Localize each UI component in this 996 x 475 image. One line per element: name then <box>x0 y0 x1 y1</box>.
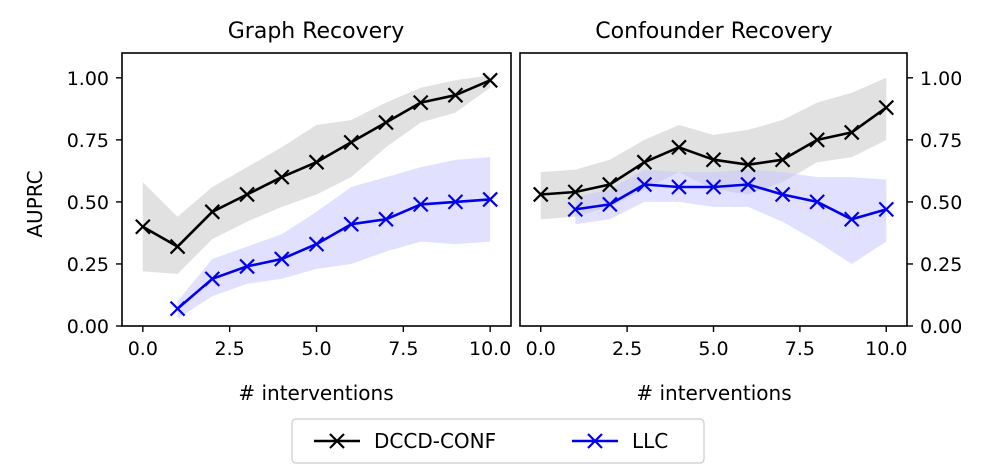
x-tick-label: 0.0 <box>526 338 556 360</box>
point-llc <box>878 201 895 218</box>
y-axis-label: AUPRC <box>23 170 47 237</box>
point-dccd-conf <box>169 238 186 255</box>
plot-area-confounder-recovery: 0.0 2.5 5.0 7.5 10.0 0.00 0.25 0.50 0.75 1.00 <box>519 52 962 360</box>
x-axis-label: # interventions <box>636 381 791 405</box>
panel-title: Confounder Recovery <box>595 19 832 44</box>
y-tick-label: 0.50 <box>920 192 962 214</box>
band-dccd-conf <box>142 75 491 274</box>
point-llc <box>809 194 825 210</box>
legend: DCCD-CONF LLC <box>291 418 705 464</box>
point-dccd-conf <box>378 114 394 131</box>
point-dccd-conf <box>843 124 860 141</box>
x-tick-label: 2.5 <box>612 338 642 360</box>
panel-title: Graph Recovery <box>228 19 404 44</box>
y-tick-label: 0.75 <box>67 130 109 152</box>
legend-items <box>314 433 618 449</box>
point-llc <box>602 196 618 213</box>
plot-area-graph-recovery: 0.0 2.5 5.0 7.5 10.0 0.00 0.25 0.50 0.75 1.00 <box>67 52 512 360</box>
x-tick-label: 10.0 <box>865 338 907 360</box>
point-llc <box>482 191 498 208</box>
x-axis-label: # interventions <box>238 381 393 405</box>
x-tick-label: 7.5 <box>388 338 418 360</box>
point-llc <box>636 176 653 193</box>
y-tick-label: 1.00 <box>920 68 962 90</box>
point-dccd-conf <box>447 87 464 103</box>
y-tick-label: 1.00 <box>67 68 109 90</box>
line-llc <box>575 183 887 221</box>
point-dccd-conf <box>412 94 429 111</box>
legend-label-dccd-conf: DCCD-CONF <box>374 429 496 453</box>
point-llc <box>567 201 584 218</box>
point-dccd-conf <box>774 151 791 168</box>
legend-frame <box>291 418 705 464</box>
x-tick-label: 10.0 <box>469 338 511 360</box>
point-llc <box>740 176 756 193</box>
y-tick-label: 0.25 <box>920 254 962 276</box>
plot-content <box>532 77 895 264</box>
legend-marker-llc <box>587 433 603 449</box>
y-tick-label: 0.25 <box>67 254 109 276</box>
y-tick-label: 0.75 <box>920 130 962 152</box>
point-llc <box>378 211 394 228</box>
x-tick-label: 5.0 <box>698 338 728 360</box>
point-dccd-conf <box>602 176 618 193</box>
legend-label-llc: LLC <box>632 429 668 453</box>
point-dccd-conf <box>636 154 653 170</box>
band-llc <box>575 169 887 264</box>
point-llc <box>447 194 464 210</box>
point-llc <box>774 186 791 203</box>
panel-graph-recovery: Graph Recovery # interventions 0.0 2.5 5.0… <box>67 19 512 405</box>
point-llc <box>671 179 687 195</box>
plot-content <box>135 72 498 319</box>
x-tick-label: 5.0 <box>301 338 331 360</box>
x-tick-label: 7.5 <box>785 338 815 360</box>
panel-confounder-recovery: Confounder Recovery # interventions 0.0 2… <box>519 19 962 405</box>
point-llc <box>308 236 325 252</box>
y-tick-label: 0.00 <box>920 316 962 338</box>
point-llc <box>239 258 255 275</box>
point-dccd-conf <box>878 99 895 116</box>
y-tick-label: 0.00 <box>67 316 109 338</box>
point-dccd-conf <box>532 186 549 203</box>
point-dccd-conf <box>740 156 756 173</box>
point-llc <box>843 211 860 228</box>
y-tick-label: 0.50 <box>67 192 109 214</box>
point-dccd-conf <box>135 218 151 235</box>
x-tick-label: 2.5 <box>215 338 245 360</box>
point-dccd-conf <box>705 151 722 168</box>
band-llc <box>177 157 491 319</box>
legend-marker-dccd-conf <box>329 433 345 449</box>
point-dccd-conf <box>809 132 825 148</box>
point-dccd-conf <box>273 169 290 185</box>
point-llc <box>273 251 290 267</box>
line-llc <box>176 198 491 310</box>
point-dccd-conf <box>482 72 498 89</box>
point-llc <box>412 196 429 213</box>
point-dccd-conf <box>671 139 687 156</box>
point-dccd-conf <box>567 184 584 200</box>
point-dccd-conf <box>239 186 255 203</box>
point-dccd-conf <box>308 154 325 170</box>
point-dccd-conf <box>204 204 221 220</box>
point-dccd-conf <box>343 134 360 151</box>
point-llc <box>343 216 360 233</box>
point-llc <box>705 179 722 195</box>
point-llc <box>204 271 221 287</box>
x-tick-label: 0.0 <box>128 338 158 360</box>
point-llc <box>169 300 186 317</box>
